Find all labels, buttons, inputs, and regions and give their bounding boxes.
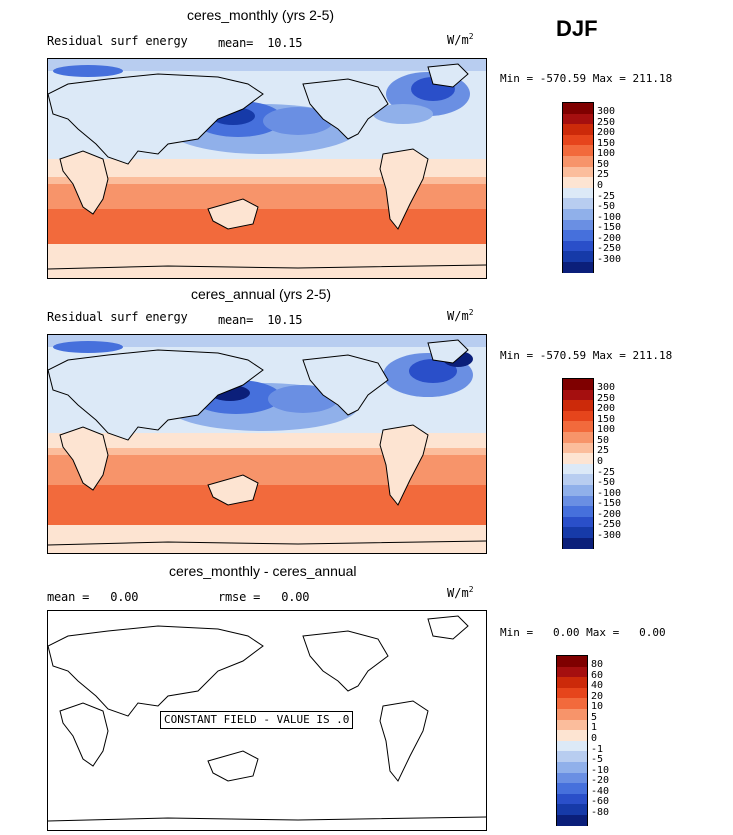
panel3-mean: mean = 0.00 (47, 590, 139, 604)
panel1-left-label: Residual surf energy (47, 34, 188, 48)
panel3-colorbar (556, 655, 588, 826)
panel2-colorbar (562, 378, 594, 549)
panel1-title: ceres_monthly (yrs 2-5) (187, 7, 335, 23)
panel2-left-label: Residual surf energy (47, 310, 188, 324)
panel3-units: W/m2 (447, 585, 474, 600)
panel2-minmax: Min = -570.59 Max = 211.18 (500, 349, 673, 362)
panel2-mean: mean= 10.15 (218, 313, 303, 327)
panel2-title: ceres_annual (yrs 2-5) (191, 286, 332, 302)
panel3-minmax: Min = 0.00 Max = 0.00 (500, 626, 666, 639)
constant-field-label: CONSTANT FIELD - VALUE IS .0 (160, 711, 354, 729)
panel3-rmse: rmse = 0.00 (218, 590, 310, 604)
season-label: DJF (556, 16, 598, 41)
panel3-title: ceres_monthly - ceres_annual (169, 563, 357, 579)
panel2-map (47, 334, 487, 554)
panel1-mean: mean= 10.15 (218, 36, 303, 50)
panel1-colorbar (562, 102, 594, 273)
panel1-map (47, 58, 487, 279)
panel1-units: W/m2 (447, 32, 474, 47)
panel2-units: W/m2 (447, 308, 474, 323)
panel1-minmax: Min = -570.59 Max = 211.18 (500, 72, 673, 85)
